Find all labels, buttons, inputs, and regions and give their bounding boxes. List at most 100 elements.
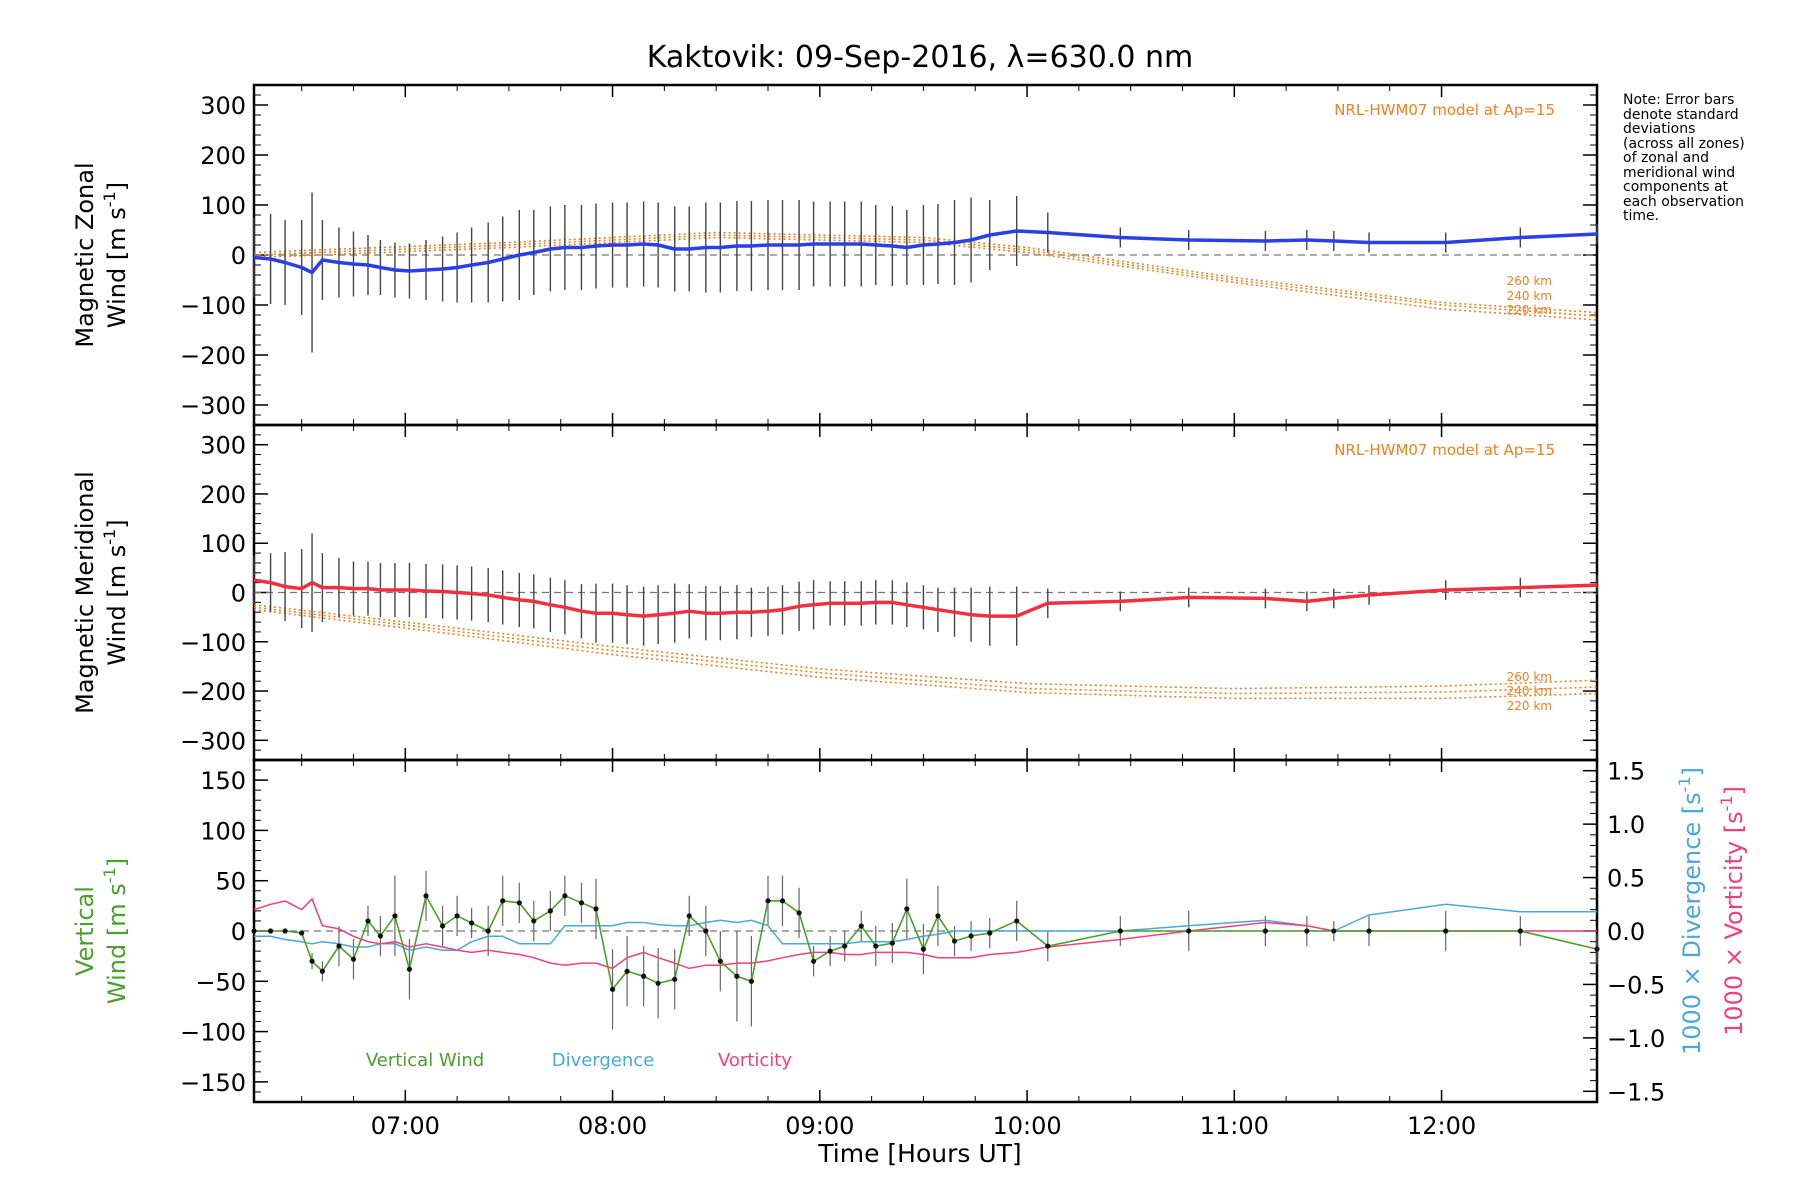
meridional-wind-line [253, 578, 1598, 618]
y-tick-label: 300 [200, 432, 246, 460]
y-axis-label: Magnetic Meridional Wind [m s-1] [71, 471, 131, 714]
y-tick-label: 200 [200, 481, 246, 509]
y2-tick-label: 0.5 [1607, 865, 1645, 893]
model-altitude-label: 260 km [1507, 274, 1552, 288]
vertical-wind-point [1262, 928, 1268, 934]
vertical-wind-point [1304, 928, 1310, 934]
y-label-line1: Vertical [71, 886, 99, 976]
vertical-wind-point [1594, 946, 1600, 952]
divergence-axis-label: 1000 × Divergence [s-1] [1675, 767, 1706, 1055]
y-tick-label: −150 [180, 1069, 246, 1097]
vertical-wind-point [609, 986, 616, 992]
vertical-wind-point [703, 928, 709, 934]
y-label-unit: Wind [m s [103, 207, 131, 328]
model-curve-220km [253, 236, 1598, 321]
y-label-sup: -1 [100, 867, 119, 883]
vertical-wind-point [889, 940, 895, 946]
y-label-line2: Wind [m s-1] [100, 858, 131, 1004]
y-label-unit: Wind [m s [103, 883, 131, 1004]
y-label-end: ] [103, 182, 131, 191]
model-curve-220km [253, 608, 1598, 700]
vertical-wind-point [547, 908, 553, 914]
vertical-wind-point [299, 930, 305, 936]
divergence-axis-label-text: 1000 × Divergence [s-1] [1675, 767, 1706, 1055]
model-curve-260km [253, 604, 1598, 690]
vertical-wind-point [423, 893, 429, 899]
vertical-wind-point [1045, 943, 1051, 949]
vertical-wind-point [904, 906, 910, 912]
vertical-wind-point [593, 906, 599, 912]
y-tick-label: 100 [200, 192, 246, 220]
chart-title: Kaktovik: 09-Sep-2016, λ=630.0 nm [647, 40, 1193, 75]
vertical-wind-point [858, 923, 864, 929]
y2-tick-label: 1.5 [1607, 758, 1645, 786]
x-tick-label: 10:00 [992, 1112, 1061, 1140]
divergence-axis-label-sup: -1 [1675, 776, 1694, 792]
y-tick-label: 100 [200, 817, 246, 845]
y-label-sup: -1 [100, 529, 119, 545]
y-tick-label: 0 [231, 580, 246, 608]
vorticity-axis-label-sup: -1 [1717, 795, 1736, 811]
model-label: NRL-HWM07 model at Ap=15 [1334, 441, 1555, 459]
y-label-line1: Magnetic Meridional [71, 471, 99, 714]
vertical-wind-point [531, 918, 537, 924]
y-label-line2: Wind [m s-1] [100, 519, 131, 665]
y-tick-label: 300 [200, 92, 246, 120]
vorticity-axis-label-main: 1000 × Vorticity [s [1720, 811, 1748, 1036]
panel-vertical: 07:00 08:00 09:00 10:00 11:00 12:00 150 100 50 0 −… [71, 758, 1748, 1140]
vertical-wind-point [485, 928, 491, 934]
vertical-wind-point [309, 958, 315, 964]
y-axis-label: Magnetic Zonal Wind [m s-1] [71, 162, 131, 347]
y-tick-label: −300 [180, 727, 246, 755]
vertical-wind-point [392, 913, 398, 919]
divergence-axis-label-main: 1000 × Divergence [s [1678, 792, 1706, 1055]
vertical-wind-point [365, 918, 371, 924]
y-tick-label: −50 [195, 968, 246, 996]
vertical-wind-point [516, 900, 522, 906]
y-tick-label: −200 [180, 342, 246, 370]
x-tick-label: 11:00 [1200, 1112, 1269, 1140]
vertical-wind-point [779, 898, 786, 904]
vertical-wind-point [578, 900, 585, 906]
vertical-wind-point [655, 980, 661, 986]
vorticity-axis-label-end: ] [1720, 786, 1748, 795]
x-tick-label: 12:00 [1407, 1112, 1476, 1140]
y-label-end: ] [103, 519, 131, 528]
y-tick-label: −300 [180, 392, 246, 420]
x-tick-label: 09:00 [785, 1112, 854, 1140]
legend-vorticity: Vorticity [718, 1050, 792, 1071]
vertical-wind-line [254, 893, 1598, 992]
y-label-end: ] [103, 858, 131, 867]
y-label-sup: -1 [100, 191, 119, 207]
y-tick-label: 0 [231, 918, 246, 946]
vertical-wind-point [454, 913, 460, 919]
vertical-wind-point [672, 976, 678, 982]
y-tick-label: 0 [231, 242, 246, 270]
vertical-wind-point [336, 943, 342, 949]
vertical-wind-point [624, 968, 630, 974]
model-curve-240km [253, 606, 1598, 695]
model-altitude-label: 240 km [1507, 289, 1552, 303]
vertical-wind-point [717, 958, 723, 964]
x-tick-label: 08:00 [578, 1112, 647, 1140]
y2-tick-label: −0.5 [1607, 971, 1665, 999]
vertical-wind-point [562, 893, 568, 899]
y-tick-label: −100 [180, 629, 246, 657]
vertical-wind-point [641, 973, 647, 979]
vertical-wind-point [282, 928, 288, 934]
x-axis-label: Time [Hours UT] [817, 1139, 1021, 1168]
y2-tick-label: 0.0 [1607, 918, 1645, 946]
vertical-wind-point [1443, 928, 1449, 934]
vertical-wind-point [251, 928, 257, 934]
y-tick-label: −100 [180, 292, 246, 320]
vorticity-axis-label: 1000 × Vorticity [s-1] [1717, 786, 1748, 1036]
vertical-wind-point [500, 898, 506, 904]
y-tick-label: 200 [200, 142, 246, 170]
divergence-axis-label-end: ] [1678, 767, 1706, 776]
vertical-wind-point [350, 956, 357, 962]
y-tick-label: 150 [200, 767, 246, 795]
vertical-wind-point [377, 933, 384, 939]
